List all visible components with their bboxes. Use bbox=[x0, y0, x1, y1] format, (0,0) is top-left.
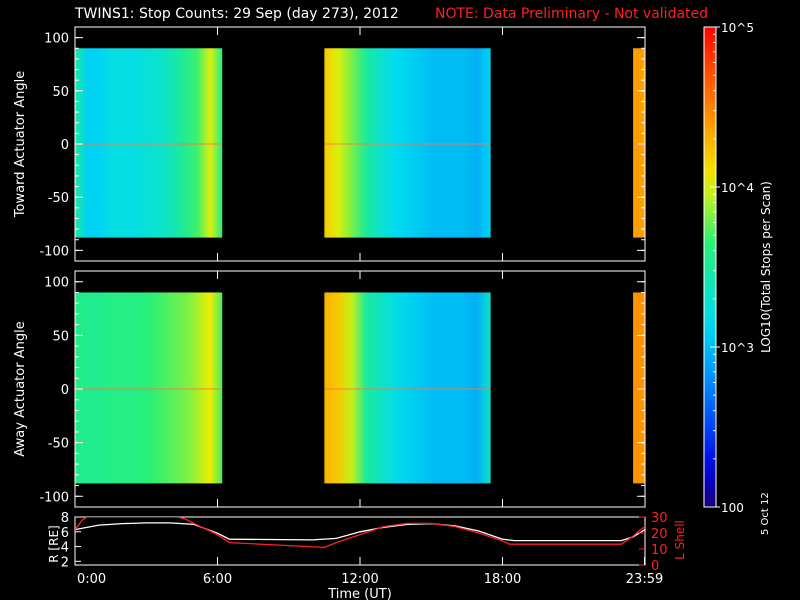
orbit-left-label: R [RE] bbox=[47, 525, 61, 562]
orbit-right-tick-label: 20 bbox=[651, 527, 668, 542]
orbit-left-tick-label: 6 bbox=[61, 526, 69, 541]
toward-segment bbox=[324, 48, 491, 238]
orbit-right-tick-label: 10 bbox=[651, 543, 668, 558]
orbit-right-tick-label: 0 bbox=[651, 559, 659, 574]
colorbar-tick-label: 10^4 bbox=[721, 181, 754, 195]
orbit-xtick-label: 0:00 bbox=[77, 572, 106, 587]
orbit-xlabel: Time (UT) bbox=[327, 587, 392, 600]
colorbar bbox=[703, 26, 717, 508]
orbit-xtick-label: 18:00 bbox=[484, 572, 521, 587]
r-series-line bbox=[75, 522, 645, 542]
away-segment bbox=[75, 292, 223, 484]
orbit-right-label: L Shell bbox=[673, 520, 687, 560]
toward-ytick-label: -50 bbox=[48, 191, 69, 206]
toward-segment bbox=[633, 48, 645, 238]
away-ytick-label: 100 bbox=[44, 276, 69, 291]
orbit-left-tick-label: 4 bbox=[61, 541, 69, 556]
colorbar-label: LOG10(Total Stops per Scan) bbox=[759, 181, 773, 353]
colorbar-tick-label: 100 bbox=[721, 501, 744, 515]
colorbar-tick-label: 10^3 bbox=[721, 341, 754, 355]
plot-title: TWINS1: Stop Counts: 29 Sep (day 273), 2… bbox=[0, 4, 800, 26]
away-segment bbox=[324, 292, 491, 484]
away-segment bbox=[633, 292, 645, 484]
away-ytick-label: 50 bbox=[52, 329, 69, 344]
toward-ytick-label: 50 bbox=[52, 85, 69, 100]
toward-segment bbox=[75, 48, 223, 238]
orbit-left-tick-label: 2 bbox=[61, 555, 69, 570]
away-ytick-label: -100 bbox=[39, 490, 69, 505]
date-stamp: 5 Oct 12 bbox=[760, 492, 771, 535]
toward-ytick-label: 100 bbox=[44, 32, 69, 47]
toward-ylabel: Toward Actuator Angle bbox=[13, 71, 28, 218]
toward-ytick-label: -100 bbox=[39, 244, 69, 259]
title-main: TWINS1: Stop Counts: 29 Sep (day 273), 2… bbox=[75, 6, 399, 22]
away-ytick-label: 0 bbox=[61, 383, 69, 398]
toward-ytick-label: 0 bbox=[61, 138, 69, 153]
orbit-right-tick-label: 30 bbox=[651, 511, 668, 526]
orbit-left-tick-label: 8 bbox=[61, 511, 69, 526]
away-ylabel: Away Actuator Angle bbox=[13, 321, 28, 456]
title-note: NOTE: Data Preliminary - Not validated bbox=[435, 6, 709, 22]
lshell-series-line bbox=[75, 517, 645, 549]
away-ytick-label: -50 bbox=[48, 437, 69, 452]
colorbar-tick-label: 10^5 bbox=[721, 21, 754, 35]
orbit-xtick-label: 12:00 bbox=[341, 572, 378, 587]
orbit-xtick-label: 6:00 bbox=[203, 572, 232, 587]
orbit-xtick-label: 23:59 bbox=[626, 572, 663, 587]
